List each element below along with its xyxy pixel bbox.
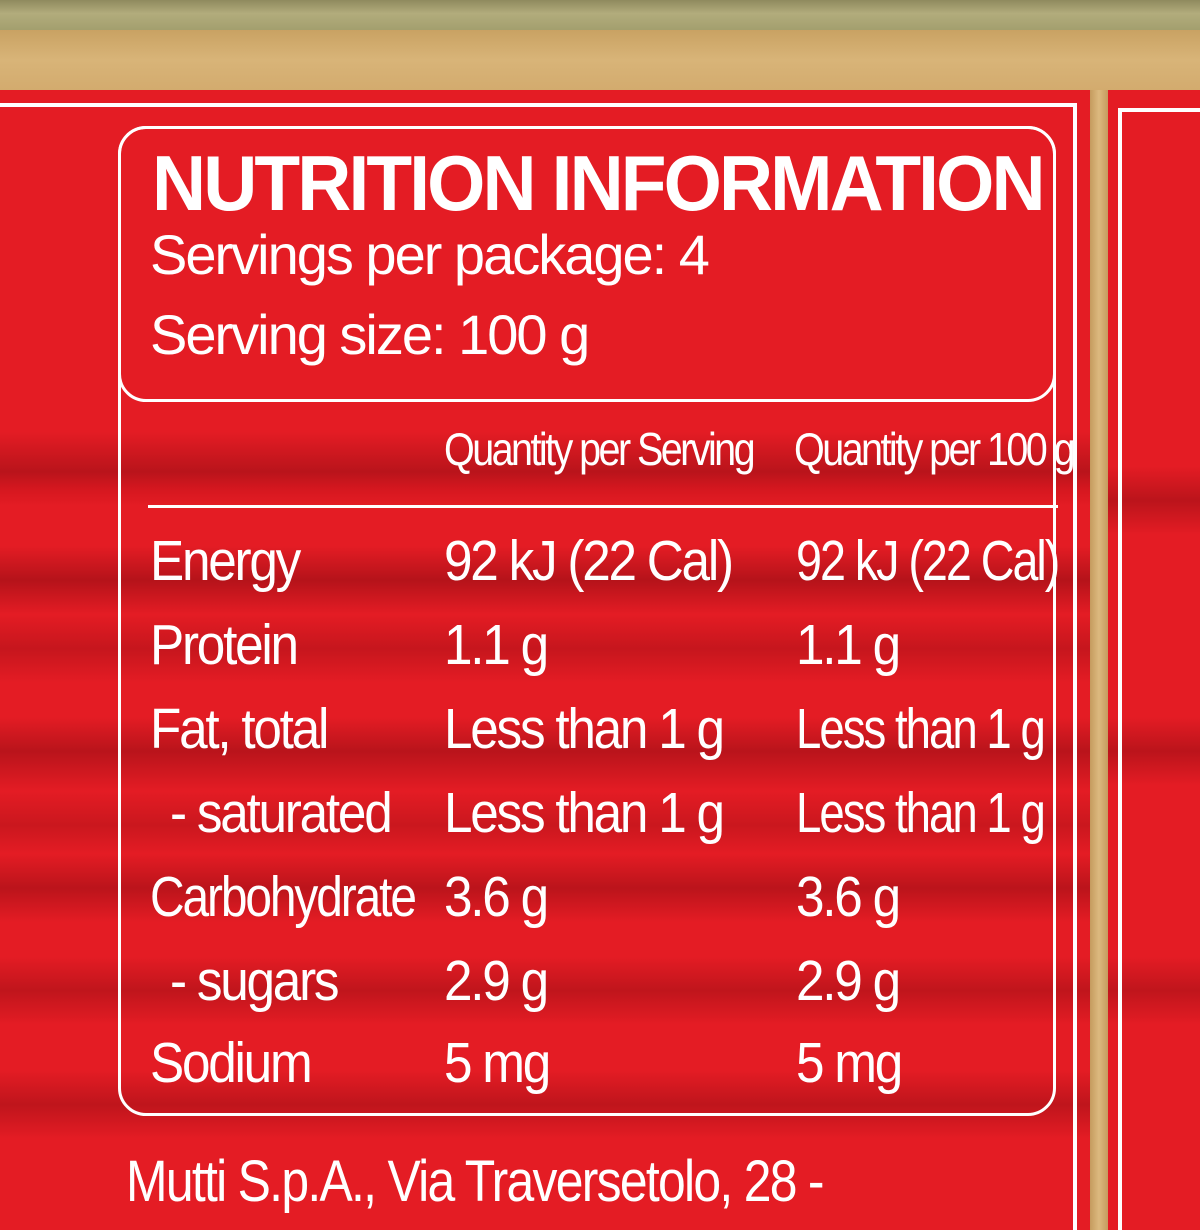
nutrient-per-100g: Less than 1 g (796, 781, 1046, 845)
nutrient-per-serving: 3.6 g (444, 865, 549, 929)
nutrient-name: - sugars (170, 949, 340, 1013)
nutrient-per-100g: 92 kJ (22 Cal) (796, 529, 1060, 593)
label-gap (1090, 90, 1108, 1230)
can-rim (0, 30, 1200, 90)
nutrient-name: Fat, total (150, 697, 329, 761)
table-divider (148, 505, 1058, 508)
nutrient-per-serving: 5 mg (444, 1031, 551, 1095)
nutrient-per-serving: 92 kJ (22 Cal) (444, 529, 734, 593)
column-header-per-100g: Quantity per 100 g (794, 423, 1076, 475)
nutrient-per-100g: 5 mg (796, 1031, 903, 1095)
nutrient-per-100g: 1.1 g (796, 613, 901, 677)
nutrient-per-serving: Less than 1 g (444, 781, 725, 845)
nutrient-per-serving: Less than 1 g (444, 697, 725, 761)
nutrition-header-box (118, 126, 1056, 402)
nutrient-per-100g: Less than 1 g (796, 697, 1046, 761)
manufacturer-address: Mutti S.p.A., Via Traversetolo, 28 - (126, 1149, 825, 1214)
label-right-border-left (1118, 108, 1122, 1230)
nutrient-name: Protein (150, 613, 299, 677)
nutrient-name: Sodium (150, 1031, 313, 1095)
red-label (0, 90, 1090, 1230)
nutrient-per-serving: 1.1 g (444, 613, 549, 677)
nutrient-name: - saturated (170, 781, 393, 845)
nutrient-per-serving: 2.9 g (444, 949, 549, 1013)
nutrient-per-100g: 2.9 g (796, 949, 901, 1013)
label-right-border-top (1118, 108, 1200, 112)
label-border-right (1073, 103, 1077, 1230)
nutrient-name: Carbohydrate (150, 865, 417, 929)
nutrition-title: NUTRITION INFORMATION (152, 139, 1046, 227)
nutrient-per-100g: 3.6 g (796, 865, 901, 929)
can-lid (0, 0, 1200, 30)
servings-per-package: Servings per package: 4 (150, 223, 710, 286)
label-border-top (0, 103, 1077, 107)
red-label-right (1108, 90, 1200, 1230)
serving-size: Serving size: 100 g (150, 303, 590, 366)
column-header-per-serving: Quantity per Serving (444, 423, 756, 475)
nutrient-name: Energy (150, 529, 301, 593)
